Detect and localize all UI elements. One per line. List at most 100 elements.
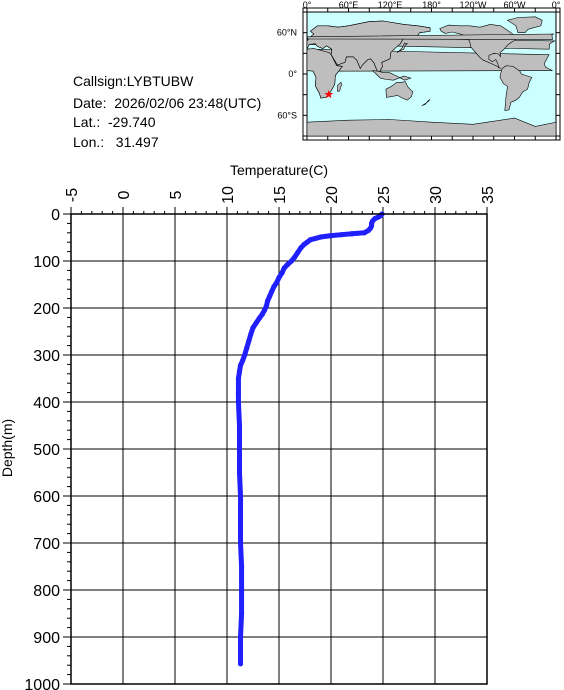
x-tick-label: 10 <box>220 186 237 204</box>
data-point <box>328 233 334 239</box>
profile-line <box>235 211 385 667</box>
data-point <box>248 331 254 337</box>
map-labels: 0° 60°E 120°E 180° 120°W 60°W 0° 60°N 0° 60°S <box>277 0 561 120</box>
y-tick-label: 600 <box>33 489 60 506</box>
data-point <box>237 540 244 546</box>
x-tick-label: -5 <box>64 188 81 202</box>
australia-landmass <box>385 81 414 101</box>
x-tick-label: 35 <box>480 186 497 204</box>
data-point <box>376 214 382 220</box>
data-point <box>263 303 270 309</box>
longitude-text: Lon.: 31.497 <box>73 134 159 150</box>
plot-frame <box>70 213 488 685</box>
data-point <box>312 235 318 242</box>
x-tick-labels: -5 0 5 10 15 20 25 30 35 <box>64 186 497 204</box>
map-lat-label: 0° <box>288 69 297 79</box>
data-point <box>253 320 259 326</box>
data-point <box>237 362 244 368</box>
y-tick-label: 400 <box>33 395 60 412</box>
station-marker <box>324 90 334 99</box>
data-point <box>242 352 248 358</box>
data-point <box>236 437 243 443</box>
data-point <box>238 587 245 593</box>
data-point <box>236 368 243 375</box>
data-point <box>246 338 252 344</box>
data-point <box>361 230 367 236</box>
callsign-text: Callsign:LYBTUBW <box>73 73 194 89</box>
map-lon-label: 60°E <box>339 0 359 10</box>
station-star-icon <box>324 90 334 99</box>
data-point <box>259 311 265 317</box>
x-axis-label: Temperature(C) <box>230 162 328 178</box>
map-lat-label: 60°S <box>277 110 297 120</box>
y-axis-label: Depth(m) <box>0 419 15 477</box>
data-point <box>281 265 287 271</box>
x-tick-label: 30 <box>428 186 445 204</box>
x-tick-label: 20 <box>324 186 341 204</box>
data-point <box>238 563 245 570</box>
map-lon-label: 120°E <box>378 0 403 10</box>
data-point <box>295 249 301 256</box>
latitude-text: Lat.: -29.740 <box>73 114 156 130</box>
x-tick-label: 0 <box>116 190 133 199</box>
map-ticks <box>303 8 560 140</box>
data-point <box>240 358 246 364</box>
data-point <box>237 634 244 640</box>
map-landmasses <box>306 16 557 137</box>
data-point <box>237 661 244 667</box>
data-point <box>264 298 271 304</box>
data-point <box>244 345 250 351</box>
data-point <box>238 610 245 617</box>
map-lon-label: 0° <box>303 0 312 10</box>
map-lat-label: 60°N <box>277 28 297 38</box>
x-tick-label: 5 <box>168 190 185 199</box>
eurasia-landmass <box>306 20 431 74</box>
y-tick-label: 900 <box>33 630 60 647</box>
data-point <box>288 258 295 264</box>
grid-lines <box>63 207 488 685</box>
x-tick-label: 15 <box>272 186 289 204</box>
indonesia-landmass <box>371 70 412 81</box>
data-point <box>269 288 275 295</box>
data-point <box>318 234 324 240</box>
y-tick-label: 1000 <box>24 677 60 690</box>
data-point <box>338 232 344 238</box>
data-point <box>235 390 242 396</box>
y-tick-label: 800 <box>33 583 60 600</box>
temperature-profile-series <box>235 211 385 667</box>
data-point <box>235 399 242 405</box>
data-point <box>279 270 285 276</box>
data-point <box>237 516 244 523</box>
data-point <box>250 325 256 331</box>
map-lon-label: 120°W <box>459 0 487 10</box>
data-point <box>365 227 372 234</box>
y-tick-labels: 0 100 200 300 400 500 600 700 800 900 1000 <box>24 207 60 690</box>
data-point <box>236 422 243 429</box>
location-map: 0° 60°E 120°E 180° 120°W 60°W 0° 60°N 0° 60°S <box>277 0 561 141</box>
x-tick-label: 25 <box>376 186 393 204</box>
data-point <box>235 375 242 382</box>
data-point <box>274 279 280 285</box>
data-point <box>301 241 307 248</box>
date-text: Date: 2026/02/06 23:48(UTC) <box>73 95 262 111</box>
map-lon-label: 180° <box>422 0 441 10</box>
data-point <box>292 254 298 260</box>
y-tick-label: 500 <box>33 442 60 459</box>
y-tick-label: 0 <box>51 207 60 224</box>
y-tick-label: 300 <box>33 348 60 365</box>
data-point <box>271 284 277 290</box>
y-tick-label: 100 <box>33 254 60 271</box>
data-point <box>267 293 273 299</box>
map-lon-label: 0° <box>552 0 561 10</box>
uk-landmass <box>306 33 554 40</box>
data-point <box>237 493 244 499</box>
data-point <box>298 245 304 251</box>
map-lon-label: 60°W <box>503 0 526 10</box>
data-point <box>236 469 243 476</box>
greenland-landmass <box>506 16 543 34</box>
uk-landmass <box>306 34 309 41</box>
madagascar-landmass <box>337 81 342 92</box>
data-point <box>256 315 262 321</box>
y-tick-label: 200 <box>33 301 60 318</box>
